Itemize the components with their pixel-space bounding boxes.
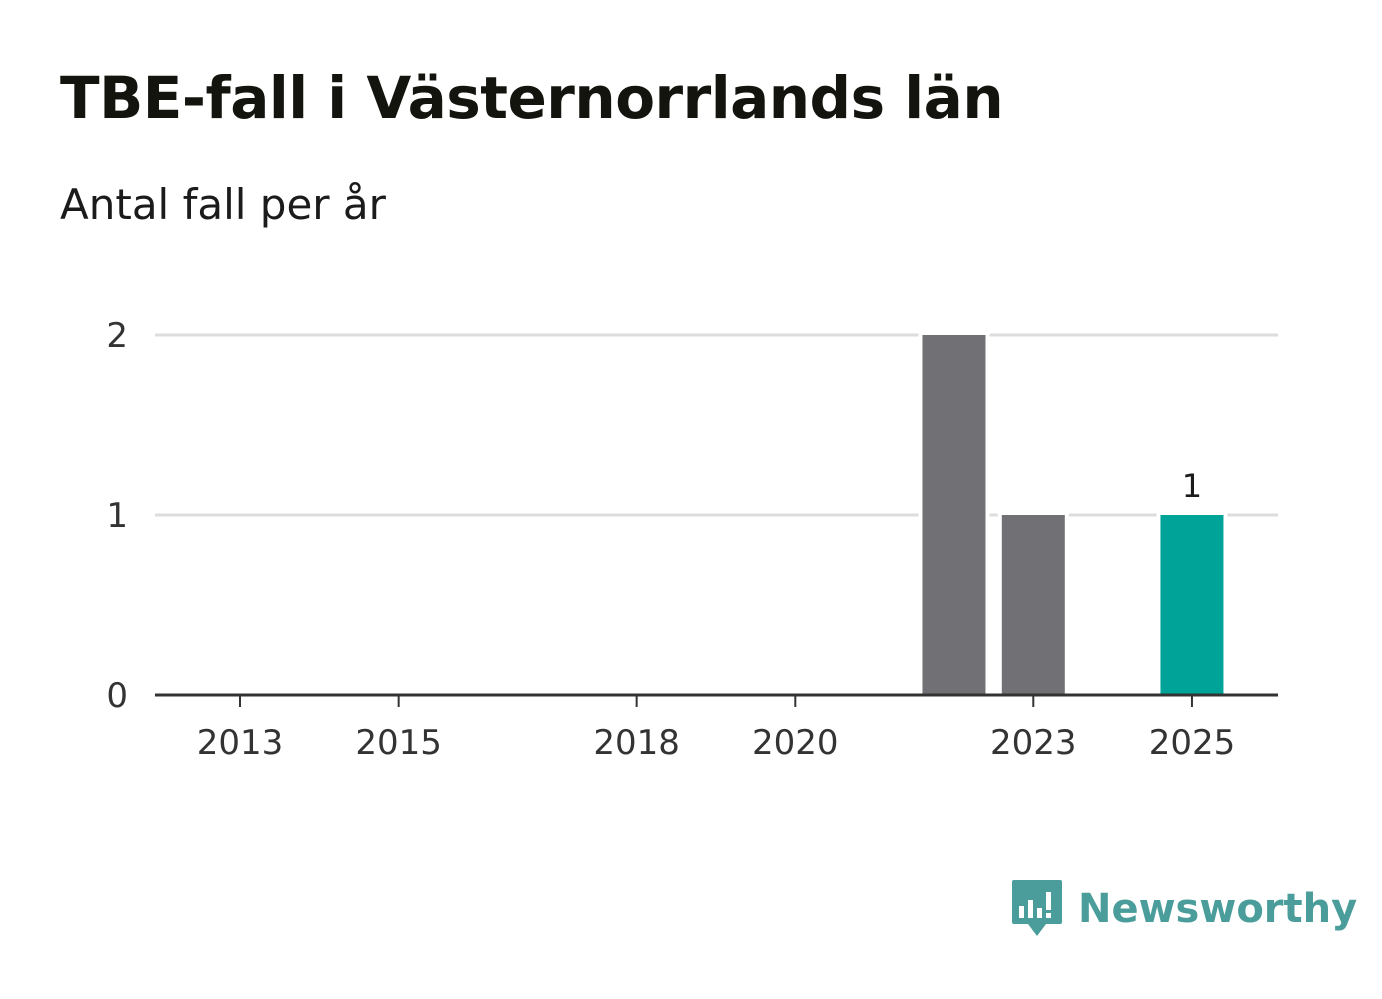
chart-subtitle: Antal fall per år — [60, 180, 386, 229]
data-label-2025: 1 — [1182, 467, 1202, 505]
chart-title: TBE-fall i Västernorrlands län — [60, 64, 1004, 132]
x-tick-label-2025: 2025 — [1149, 723, 1236, 763]
newsworthy-logo: Newsworthy — [1010, 878, 1357, 940]
x-tick-label-2018: 2018 — [593, 723, 680, 763]
x-tick-label-2013: 2013 — [197, 723, 284, 763]
x-tick-label-2020: 2020 — [752, 723, 839, 763]
bar-2022 — [922, 335, 986, 695]
x-tick-label-2023: 2023 — [990, 723, 1077, 763]
y-tick-label-2: 2 — [106, 316, 128, 356]
y-tick-label-0: 0 — [106, 676, 128, 716]
bar-2025 — [1160, 515, 1224, 695]
x-tick-label-2015: 2015 — [355, 723, 442, 763]
newsworthy-logo-icon — [1012, 880, 1062, 936]
newsworthy-logo-text: Newsworthy — [1078, 886, 1358, 932]
bar-2023 — [1001, 515, 1065, 695]
y-tick-label-1: 1 — [106, 496, 128, 536]
